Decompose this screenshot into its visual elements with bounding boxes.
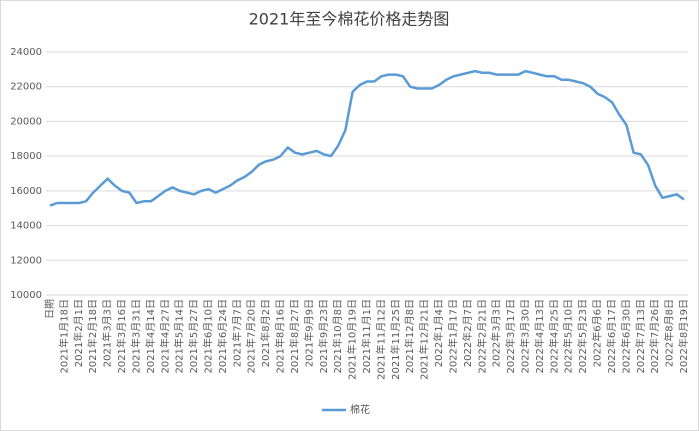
x-tick-label: 2022年1月17日 bbox=[446, 299, 459, 374]
x-tick-label: 2022年5月23日 bbox=[576, 299, 589, 374]
x-tick-label: 2022年2月7日 bbox=[461, 299, 474, 367]
x-tick-label: 2021年10月8日 bbox=[331, 299, 344, 374]
chart-title: 2021年至今棉花价格走势图 bbox=[249, 10, 450, 29]
x-tick-label: 2021年11月25日 bbox=[389, 299, 402, 380]
x-tick-label: 2021年10月19日 bbox=[346, 299, 359, 380]
x-tick-label: 日期 bbox=[44, 299, 56, 319]
series-line bbox=[49, 69, 685, 207]
x-tick-label: 2021年3月16日 bbox=[115, 299, 128, 374]
x-tick-label: 2022年3月30日 bbox=[519, 299, 532, 374]
x-tick-label: 2021年4月27日 bbox=[158, 299, 171, 374]
x-tick-label: 2022年8月8日 bbox=[663, 299, 676, 367]
x-tick-label: 2021年11月1日 bbox=[360, 299, 373, 374]
x-tick-label: 2022年1月4日 bbox=[432, 299, 445, 367]
x-tick-label: 2022年6月6日 bbox=[591, 299, 604, 367]
x-tick-label: 2021年6月24日 bbox=[216, 299, 229, 374]
x-tick-label: 2021年11月12日 bbox=[374, 299, 387, 380]
x-tick-label: 2022年4月25日 bbox=[547, 299, 560, 374]
x-tick-label: 2021年8月2日 bbox=[259, 299, 272, 367]
x-tick-label: 2021年7月7日 bbox=[230, 299, 243, 367]
x-tick-label: 2021年1月18日 bbox=[57, 299, 70, 374]
x-tick-label: 2021年8月16日 bbox=[274, 299, 287, 374]
x-tick-label: 2022年3月3日 bbox=[490, 299, 503, 367]
legend-label: 棉花 bbox=[350, 403, 370, 416]
x-tick-label: 2021年5月14日 bbox=[173, 299, 186, 374]
x-tick-label: 2022年6月17日 bbox=[605, 299, 618, 374]
x-tick-label: 2022年8月19日 bbox=[677, 299, 690, 374]
x-tick-label: 2021年7月20日 bbox=[245, 299, 258, 374]
y-tick-label: 18000 bbox=[10, 151, 42, 162]
x-tick-label: 2021年12月8日 bbox=[403, 299, 416, 374]
x-tick-label: 2021年3月3日 bbox=[101, 299, 114, 367]
x-tick-label: 2022年4月13日 bbox=[533, 299, 546, 374]
x-tick-label: 2021年2月1日 bbox=[72, 299, 85, 367]
x-tick-label: 2022年7月26日 bbox=[648, 299, 661, 374]
x-tick-label: 2021年4月14日 bbox=[144, 299, 157, 374]
x-tick-label: 2022年3月17日 bbox=[504, 299, 517, 374]
x-tick-label: 2021年8月27日 bbox=[288, 299, 301, 374]
y-tick-label: 20000 bbox=[10, 116, 42, 127]
y-tick-label: 14000 bbox=[10, 221, 42, 232]
x-tick-label: 2022年7月13日 bbox=[634, 299, 647, 374]
x-tick-label: 2022年6月30日 bbox=[619, 299, 632, 374]
x-tick-label: 2021年9月23日 bbox=[317, 299, 330, 374]
x-tick-label: 2021年2月18日 bbox=[86, 299, 99, 374]
y-tick-label: 10000 bbox=[10, 290, 42, 301]
x-tick-label: 2021年12月21日 bbox=[418, 299, 431, 380]
x-tick-label: 2021年3月31日 bbox=[129, 299, 142, 374]
x-tick-label: 2022年2月21日 bbox=[475, 299, 488, 374]
x-tick-label: 2021年5月27日 bbox=[187, 299, 200, 374]
x-tick-label: 2021年6月10日 bbox=[202, 299, 215, 374]
y-tick-label: 12000 bbox=[10, 255, 42, 266]
x-tick-label: 2022年5月10日 bbox=[562, 299, 575, 374]
y-tick-label: 16000 bbox=[10, 186, 42, 197]
y-tick-label: 24000 bbox=[10, 47, 42, 58]
y-tick-label: 22000 bbox=[10, 82, 42, 93]
x-tick-label: 2021年9月9日 bbox=[302, 299, 315, 367]
